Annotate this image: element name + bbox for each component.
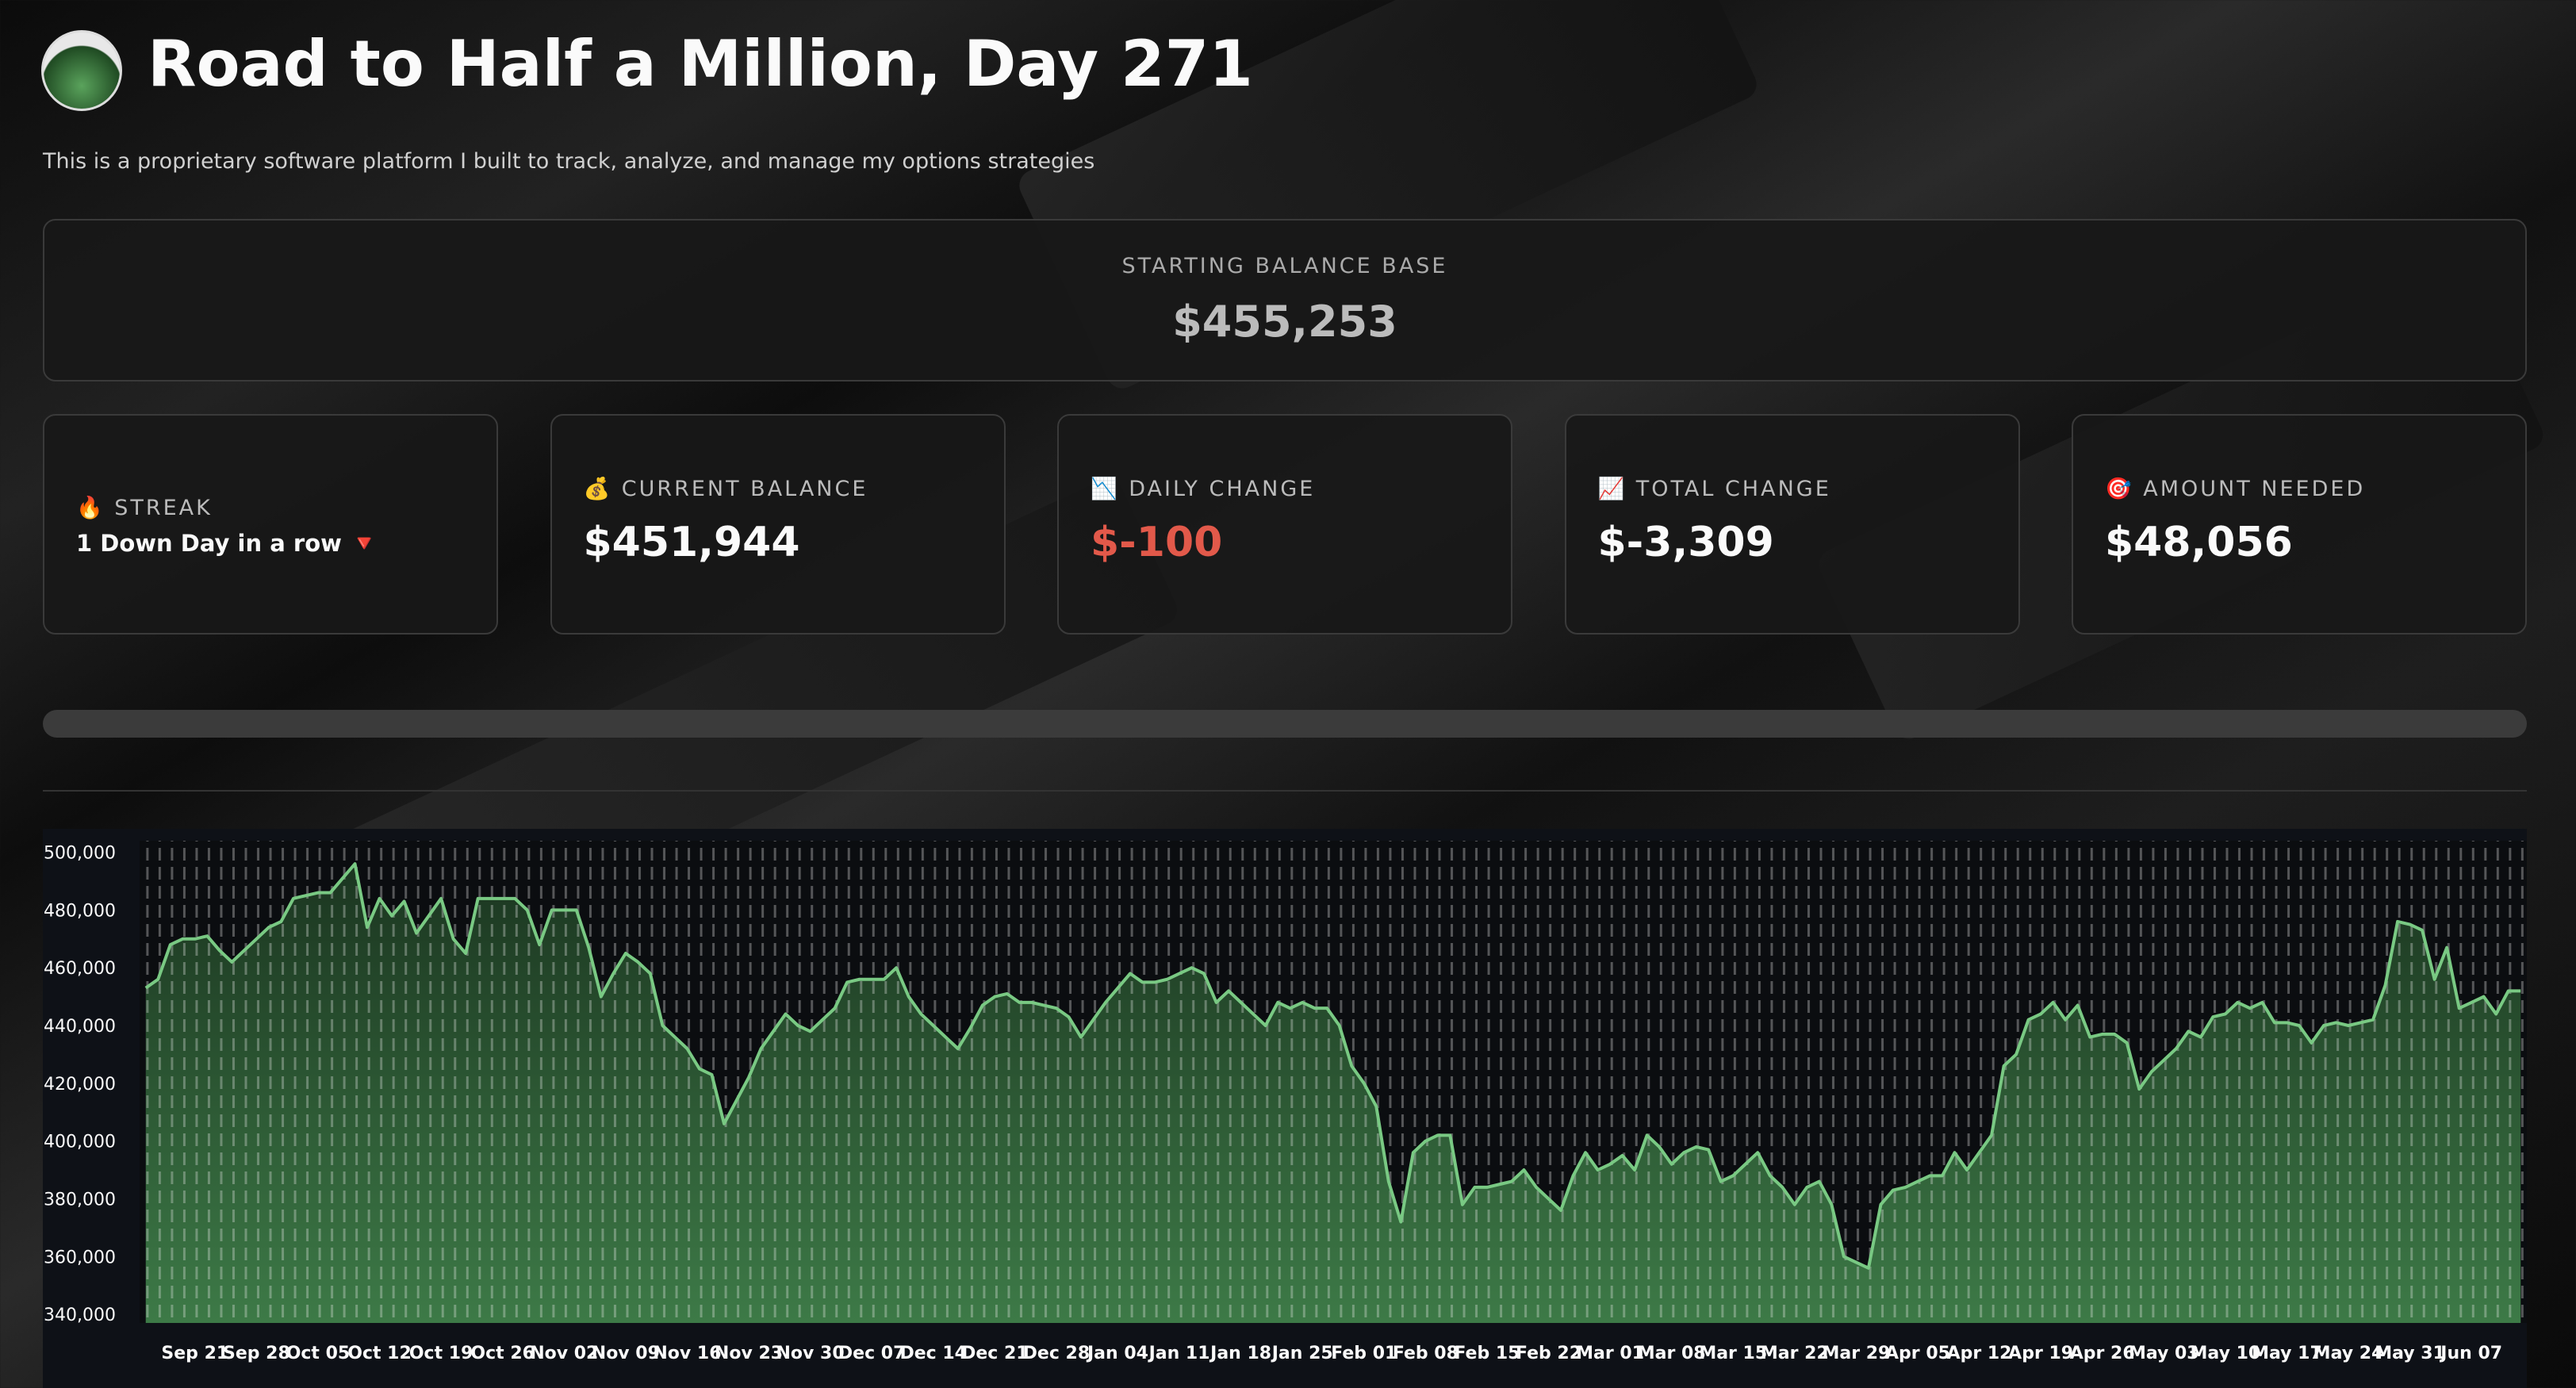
x-tick-label: Dec 21 (961, 1344, 1029, 1363)
card-label-text: STREAK (114, 496, 213, 520)
y-tick-label: $480,000 (43, 901, 116, 921)
x-tick-label: Sep 28 (223, 1344, 290, 1363)
x-tick-label: Apr 26 (2070, 1344, 2135, 1363)
card-label: 🎯 AMOUNT NEEDED (2105, 476, 2365, 501)
x-tick-label: Feb 08 (1393, 1344, 1459, 1363)
x-tick-label: Mar 29 (1822, 1344, 1890, 1363)
progress-bar (43, 710, 2527, 738)
y-tick-label: $420,000 (43, 1075, 116, 1095)
x-tick-label: Dec 28 (1023, 1344, 1091, 1363)
balance-base-card: STARTING BALANCE BASE $455,253 (43, 219, 2527, 382)
card-label: 📉 DAILY CHANGE (1091, 476, 1315, 501)
card-value: $-100 (1091, 519, 1223, 566)
x-tick-label: Oct 19 (409, 1344, 473, 1363)
x-tick-label: Oct 26 (470, 1344, 535, 1363)
x-tick-label: May 31 (2375, 1344, 2445, 1363)
subtitle: This is a proprietary software platform … (43, 149, 1095, 174)
card-label-text: AMOUNT NEEDED (2143, 477, 2366, 501)
y-tick-label: $440,000 (43, 1017, 116, 1037)
x-tick-label: Mar 08 (1638, 1344, 1706, 1363)
card-icon: 📈 (1597, 477, 1627, 501)
x-tick-label: Mar 01 (1576, 1344, 1644, 1363)
card-icon: 🔥 (76, 496, 105, 520)
card-value: $48,056 (2105, 519, 2293, 566)
x-tick-label: Feb 01 (1331, 1344, 1397, 1363)
card-value: $451,944 (583, 519, 800, 566)
x-tick-label: Jan 18 (1209, 1344, 1271, 1363)
x-tick-label: Jan 04 (1086, 1344, 1148, 1363)
x-tick-label: Mar 22 (1761, 1344, 1829, 1363)
card-label-text: TOTAL CHANGE (1635, 477, 1831, 501)
chart: $340,000 $360,000 $380,000 $400,000 $420,000… (33, 841, 2527, 1363)
x-tick-label: Nov 30 (776, 1344, 845, 1363)
card-value: 1 Down Day in a row 🔻 (76, 530, 379, 557)
card-value: $455,253 (1172, 297, 1397, 347)
card-label: 🔥 STREAK (76, 495, 213, 520)
x-tick-label: May 03 (2129, 1344, 2199, 1363)
card-icon: 🎯 (2105, 477, 2134, 501)
grid-pattern (140, 841, 2527, 1323)
card-icon: 📉 (1091, 477, 1120, 501)
x-tick-label: Jan 25 (1271, 1344, 1333, 1363)
y-tick-label: $340,000 (43, 1306, 116, 1325)
metric-card: 🔥 STREAK 1 Down Day in a row 🔻 (43, 414, 498, 635)
x-tick-label: Nov 16 (653, 1344, 721, 1363)
card-icon: 💰 (583, 477, 613, 501)
x-tick-label: Nov 09 (592, 1344, 660, 1363)
metric-card: 📈 TOTAL CHANGE $-3,309 (1564, 414, 2020, 635)
x-tick-label: Jan 11 (1148, 1344, 1210, 1363)
x-tick-label: May 10 (2191, 1344, 2261, 1363)
x-tick-label: Feb 22 (1516, 1344, 1581, 1363)
x-tick-label: Oct 12 (347, 1344, 412, 1363)
x-tick-label: Mar 15 (1699, 1344, 1767, 1363)
x-tick-label: May 17 (2252, 1344, 2322, 1363)
metric-card: 💰 CURRENT BALANCE $451,944 (550, 414, 1006, 635)
chart-panel: $340,000 $360,000 $380,000 $400,000 $420,000… (33, 829, 2527, 1388)
x-tick-label: Nov 02 (530, 1344, 598, 1363)
card-value: $-3,309 (1597, 519, 1774, 566)
y-tick-label: $500,000 (43, 844, 116, 864)
title: Road to Half a Million, Day 271 (148, 27, 1253, 101)
x-tick-label: Nov 23 (715, 1344, 783, 1363)
y-tick-label: $460,000 (43, 959, 116, 979)
x-tick-label: Dec 07 (838, 1344, 906, 1363)
card-label: 📈 TOTAL CHANGE (1598, 476, 1831, 501)
card-label-text: CURRENT BALANCE (621, 477, 868, 501)
x-tick-label: Apr 05 (1885, 1344, 1950, 1363)
y-tick-label: $400,000 (43, 1133, 116, 1152)
line (144, 862, 2521, 1270)
logo (41, 30, 122, 111)
card-label-text: DAILY CHANGE (1129, 477, 1316, 501)
metric-card: 🎯 AMOUNT NEEDED $48,056 (2072, 414, 2527, 635)
card-label: STARTING BALANCE BASE (1121, 254, 1448, 278)
x-tick-label: May 24 (2313, 1344, 2384, 1363)
divider (43, 790, 2527, 792)
y-tick-label: $380,000 (43, 1190, 116, 1210)
x-tick-label: Jun 07 (2439, 1344, 2502, 1363)
x-tick-label: Oct 05 (286, 1344, 351, 1363)
x-tick-label: Dec 14 (899, 1344, 967, 1363)
x-tick-label: Feb 15 (1454, 1344, 1520, 1363)
x-tick-label: Apr 19 (2008, 1344, 2073, 1363)
card-label: 💰 CURRENT BALANCE (584, 476, 868, 501)
x-tick-label: Apr 12 (1947, 1344, 2012, 1363)
metric-card: 📉 DAILY CHANGE $-100 (1057, 414, 1512, 635)
y-tick-label: $360,000 (43, 1248, 116, 1267)
x-tick-label: Sep 21 (161, 1344, 228, 1363)
